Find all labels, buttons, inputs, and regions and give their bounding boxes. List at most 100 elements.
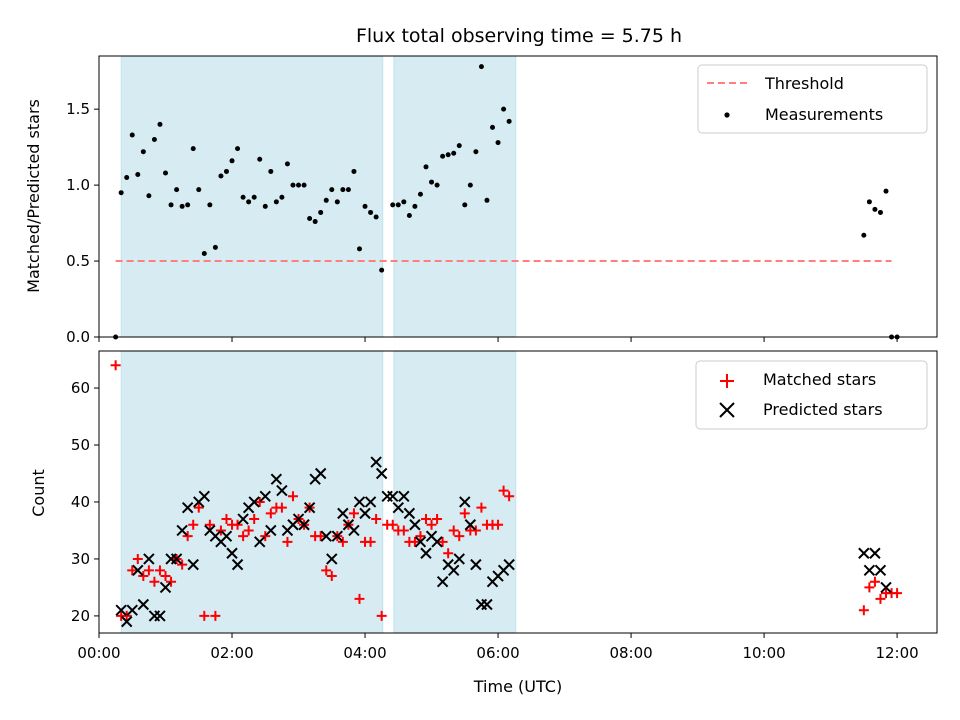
- count-predicted-stars-point-20: [226, 547, 238, 559]
- count-x-tick-label-4: 08:00: [609, 644, 652, 662]
- count-matched-stars-point-13: [182, 531, 193, 542]
- ratio-measurements-point-4: [135, 171, 141, 177]
- count-matched-stars-point-47: [371, 514, 382, 525]
- count-predicted-stars-point-51: [398, 490, 410, 502]
- count-predicted-stars-point-42: [348, 524, 360, 537]
- ratio-measurements-point-33: [296, 182, 302, 188]
- ratio-measurements-point-51: [401, 199, 407, 205]
- ratio-measurements-point-56: [429, 179, 435, 185]
- ratio-measurements-point-11: [174, 187, 180, 193]
- count-predicted-stars-point-66: [481, 598, 493, 611]
- count-matched-stars-point-63: [459, 508, 470, 519]
- count-predicted-stars-point-2: [126, 604, 138, 616]
- count-observing-window-0: [120, 350, 384, 634]
- count-predicted-stars-point-22: [237, 513, 249, 525]
- count-x-tick-label-6: 12:00: [875, 644, 918, 662]
- ratio-measurements-point-10: [168, 202, 174, 208]
- count-predicted-stars-point-60: [448, 564, 460, 577]
- count-predicted-stars-point-19: [220, 530, 233, 542]
- ratio-measurements-point-46: [368, 209, 374, 215]
- count-predicted-stars-point-7: [154, 610, 166, 622]
- ratio-measurements-point-34: [301, 182, 307, 188]
- count-legend-box: [695, 360, 928, 430]
- ratio-measurements-point-31: [284, 161, 290, 167]
- count-predicted-stars-point-5: [143, 553, 155, 565]
- count-matched-stars-point-54: [409, 536, 420, 547]
- count-matched-stars-point-52: [398, 525, 409, 536]
- count-matched-stars-point-30: [276, 502, 287, 513]
- ratio-measurements-point-55: [423, 164, 429, 170]
- ratio-measurements-point-70: [506, 118, 512, 124]
- count-predicted-stars-point-29: [276, 484, 288, 497]
- count-predicted-stars-point-50: [392, 501, 404, 514]
- count-matched-stars-point-32: [287, 491, 298, 502]
- ratio-measurements-point-50: [395, 202, 401, 208]
- count-matched-stars-point-24: [243, 525, 254, 536]
- ratio-measurements-point-74: [877, 209, 883, 215]
- ratio-measurements-point-12: [179, 203, 185, 209]
- ratio-measurements-point-22: [235, 146, 241, 152]
- count-predicted-stars-point-8: [159, 581, 172, 594]
- ratio-measurements-point-75: [883, 188, 889, 194]
- ratio-measurements-point-9: [163, 170, 169, 176]
- count-matched-stars-point-2: [121, 610, 132, 621]
- ratio-measurements-point-54: [417, 191, 423, 197]
- ratio-measurements-point-26: [257, 156, 263, 162]
- ratio-measurements-point-48: [379, 267, 385, 273]
- count-matched-stars-point-18: [210, 610, 221, 621]
- ratio-measurements-point-72: [866, 199, 872, 205]
- count-matched-stars-point-69: [493, 519, 504, 530]
- count-predicted-stars-point-37: [320, 530, 332, 542]
- ratio-measurements-point-13: [185, 202, 191, 208]
- count-matched-stars-point-38: [321, 565, 332, 576]
- count-predicted-stars-point-57: [431, 536, 443, 548]
- count-matched-stars-point-70: [498, 485, 509, 496]
- ratio-measurements-point-73: [872, 206, 878, 212]
- count-matched-stars-point-37: [315, 531, 326, 542]
- count-predicted-stars-point-10: [170, 553, 183, 565]
- ratio-measurements-point-37: [318, 209, 324, 215]
- count-matched-stars-point-43: [348, 508, 359, 519]
- count-predicted-stars-point-52: [403, 507, 416, 520]
- ratio-measurements-point-63: [467, 182, 473, 188]
- count-predicted-stars-point-39: [331, 530, 344, 542]
- ratio-measurements-point-20: [223, 168, 229, 174]
- ratio-measurements-point-23: [240, 194, 246, 200]
- top-y-axis-label: Matched/Predicted stars: [24, 99, 43, 293]
- ratio-panel: 0.0 0.5 1.0 1.5: [66, 55, 938, 346]
- count-predicted-stars-point-27: [265, 524, 277, 537]
- ratio-measurements-point-57: [434, 182, 440, 188]
- ratio-measurements-point-67: [490, 124, 496, 130]
- count-matched-stars-point-10: [166, 576, 177, 587]
- ratio-measurements-point-17: [207, 202, 213, 208]
- count-matched-stars-point-27: [260, 531, 271, 542]
- ratio-measurements-point-5: [140, 149, 146, 155]
- count-matched-stars-point-22: [232, 519, 243, 530]
- count-predicted-stars-point-12: [181, 501, 194, 514]
- ratio-measurements-point-58: [440, 153, 446, 159]
- count-predicted-stars-point-43: [353, 496, 366, 508]
- count-matched-stars-point-31: [282, 536, 293, 547]
- count-predicted-stars-point-13: [187, 558, 199, 571]
- count-matched-stars-point-28: [265, 508, 276, 519]
- count-y-tick-label-1: 30: [71, 550, 90, 568]
- ratio-measurements-point-44: [356, 246, 362, 252]
- count-y-tick-label-2: 40: [71, 493, 90, 511]
- ratio-y-tick-label-2: 1.0: [66, 176, 90, 194]
- count-predicted-stars-point-34: [303, 501, 316, 514]
- count-y-tick-label-4: 60: [71, 379, 90, 397]
- count-matched-stars-point-4: [132, 553, 143, 564]
- ratio-measurements-point-68: [495, 140, 501, 146]
- count-predicted-stars-point-70: [503, 558, 515, 571]
- count-matched-stars-point-23: [238, 531, 249, 542]
- count-predicted-stars-point-44: [359, 507, 371, 520]
- count-predicted-stars-point-25: [254, 536, 266, 548]
- ratio-measurements-point-8: [157, 121, 163, 127]
- count-predicted-stars-point-38: [326, 553, 338, 565]
- count-predicted-stars-point-71: [858, 547, 870, 559]
- legend-threshold-label: Threshold: [764, 74, 844, 93]
- count-panel: 20 30 40 50 60 00:00 02:00 04:00 06:00 08:00 10:00…: [71, 350, 938, 662]
- ratio-measurements-point-18: [212, 244, 218, 250]
- count-plot-frame: [98, 350, 938, 634]
- count-matched-stars-point-14: [188, 519, 199, 530]
